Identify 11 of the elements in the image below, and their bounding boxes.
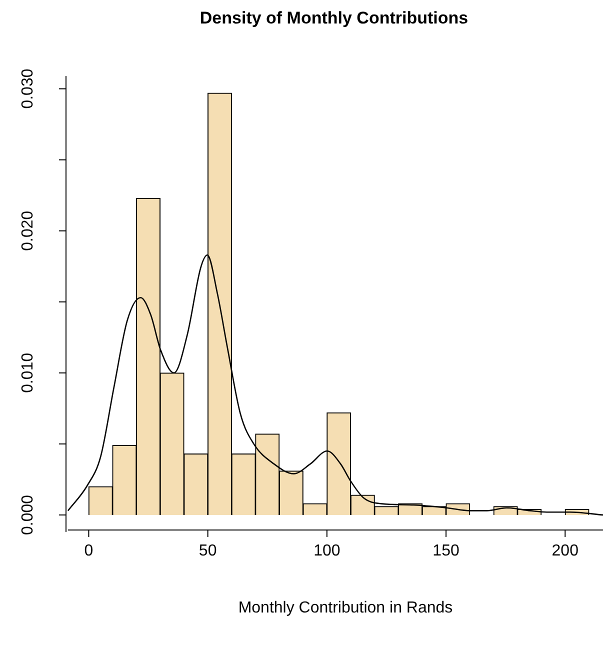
x-tick-label: 200 <box>552 542 579 560</box>
x-tick-label: 50 <box>198 542 217 560</box>
y-tick-label: 0.010 <box>19 352 36 393</box>
y-tick-label: 0.000 <box>19 494 36 535</box>
x-tick-label: 100 <box>314 542 340 560</box>
x-axis-title: Monthly Contribution in Rands <box>238 599 453 616</box>
x-tick-label: 150 <box>432 542 460 560</box>
y-tick-label: 0.030 <box>19 68 36 109</box>
y-tick-label: 0.020 <box>19 210 36 251</box>
chart-title: Density of Monthly Contributions <box>200 8 468 28</box>
x-tick-label: 0 <box>84 542 94 560</box>
